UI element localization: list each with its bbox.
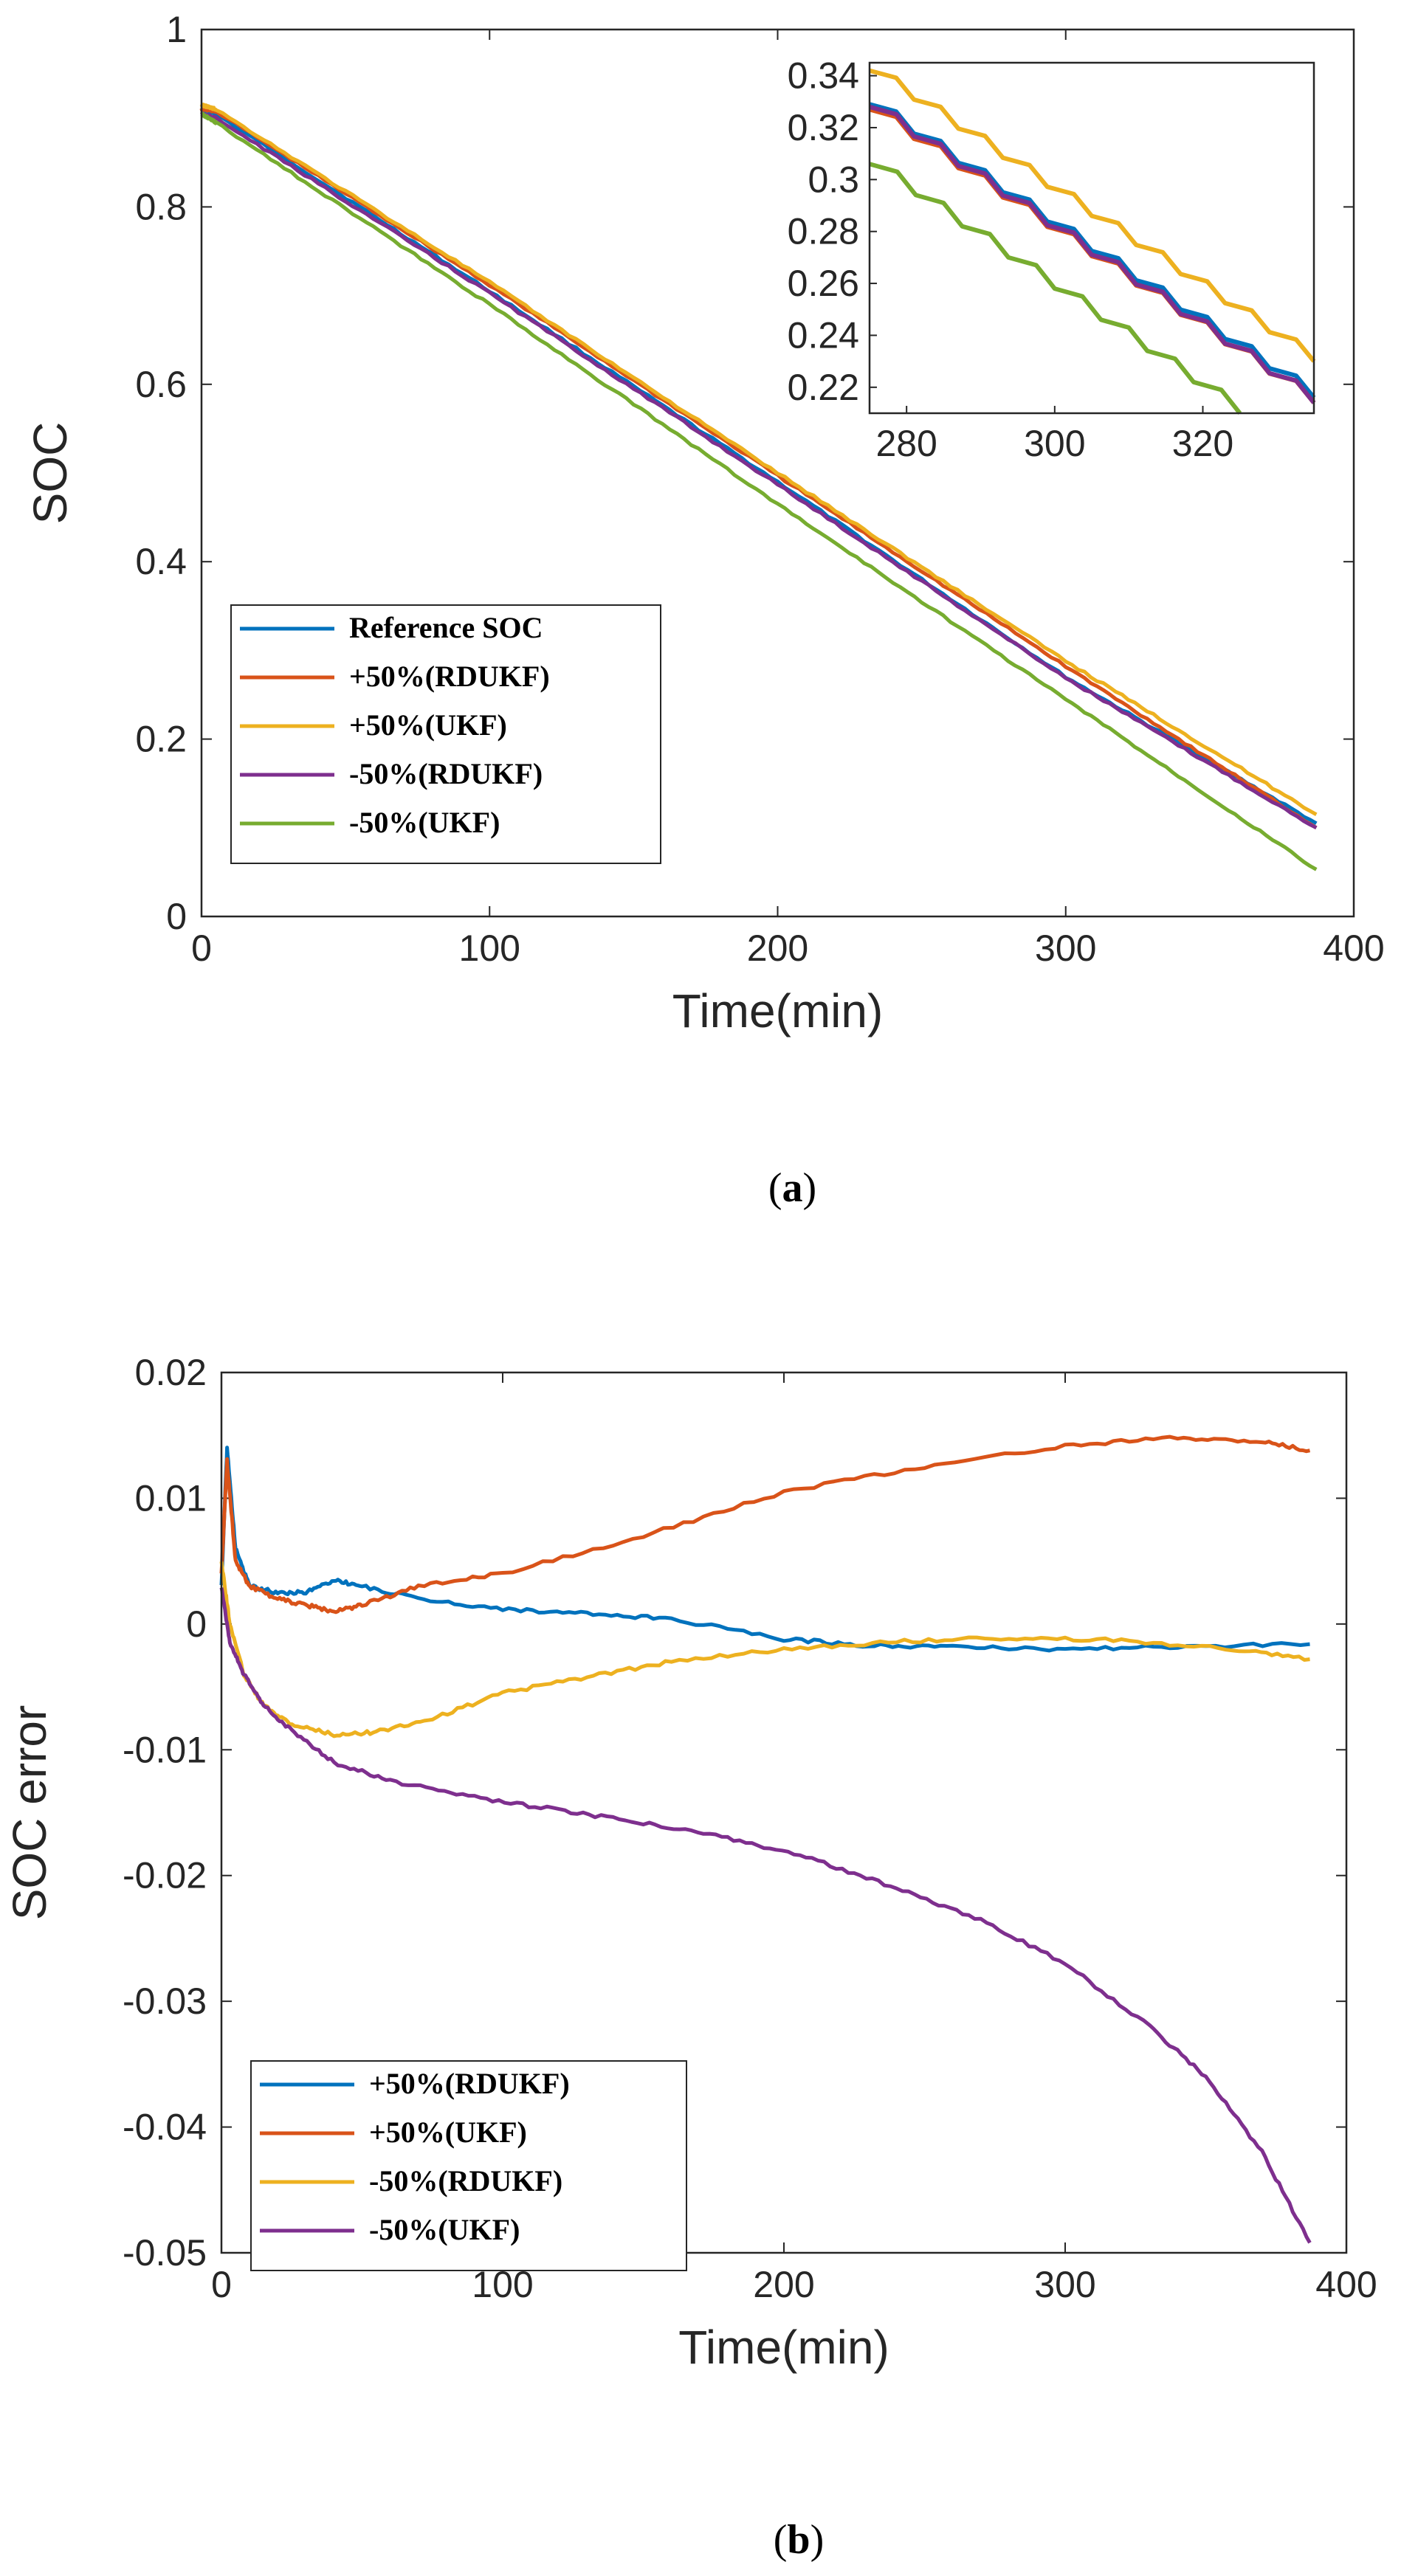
- inset-y-tick-label: 0.3: [808, 159, 859, 200]
- y-axis-label: SOC error: [3, 1705, 56, 1921]
- y-tick-label: 0: [166, 896, 187, 937]
- y-tick-label: 0.6: [135, 364, 187, 405]
- inset-series-line: [869, 104, 1316, 404]
- y-tick-label: -0.02: [123, 1855, 207, 1896]
- chart-panel-b: 0 100 200 300 400-0.05-0.04-0.03-0.02-0.0100…: [3, 1352, 1377, 2563]
- legend-box: [230, 604, 661, 864]
- y-tick-label: 0.4: [135, 541, 187, 582]
- inset-x-tick-label: 300: [1024, 423, 1085, 464]
- legend-entry: +50%(RDUKF): [349, 660, 550, 693]
- series-line: [200, 111, 1318, 871]
- series-line: [199, 103, 1318, 816]
- y-tick-label: -0.05: [123, 2232, 207, 2273]
- inset-x-tick-label: 280: [875, 423, 937, 464]
- y-tick-label: 0.2: [135, 719, 187, 760]
- legend-entry: -50%(RDUKF): [349, 757, 543, 790]
- legend-entry: +50%(RDUKF): [369, 2067, 570, 2100]
- x-tick-label: 100: [459, 928, 520, 969]
- caption-letter: b: [787, 2517, 810, 2563]
- x-tick-label: 0: [191, 928, 212, 969]
- caption-open: (: [774, 2517, 788, 2563]
- inset-y-tick-label: 0.32: [788, 107, 859, 148]
- series-line: [219, 1434, 1311, 1615]
- panel-caption: (b): [774, 2517, 824, 2563]
- legend-box: [250, 2060, 687, 2271]
- inset-y-tick-label: 0.34: [788, 55, 859, 97]
- x-tick-label: 300: [1035, 928, 1096, 969]
- legend-entry: Reference SOC: [349, 611, 543, 644]
- legend-entry: -50%(UKF): [349, 806, 500, 839]
- inset-y-tick-label: 0.22: [788, 367, 859, 408]
- legend-entry: +50%(UKF): [369, 2116, 527, 2149]
- inset-series-line: [869, 162, 1242, 415]
- x-tick-label: 300: [1034, 2264, 1095, 2305]
- inset-chart: 280 300 320 0.22 0.24 0.26 0.28 0.3 0.32 0.34: [788, 55, 1316, 464]
- y-tick-label: -0.01: [123, 1729, 207, 1770]
- panel-caption: (a): [768, 1165, 816, 1211]
- legend-entry: +50%(UKF): [349, 708, 507, 742]
- caption-letter: a: [782, 1165, 803, 1211]
- x-tick-label: 0: [211, 2264, 232, 2305]
- y-tick-label: 0.8: [135, 186, 187, 227]
- x-axis-label: Time(min): [672, 984, 884, 1037]
- chart-panel-a: 0 100 200 300 400 0 0.2 0.4 0.6 0.8 1 Time(min) SOC R…: [24, 9, 1385, 1211]
- legend-entry: -50%(RDUKF): [369, 2164, 562, 2197]
- y-tick-label: 1: [166, 9, 187, 50]
- x-axis-label: Time(min): [678, 2321, 889, 2374]
- caption-close: ): [803, 1165, 817, 1211]
- y-tick-label: 0.02: [135, 1352, 207, 1393]
- y-tick-label: -0.04: [123, 2107, 207, 2148]
- y-axis-label: SOC: [24, 422, 77, 525]
- legend: Reference SOC +50%(RDUKF) +50%(UKF) -50%(RD…: [230, 604, 661, 864]
- inset-y-tick-label: 0.26: [788, 263, 859, 304]
- inset-series-line: [869, 68, 1316, 363]
- inset-plot-area: [870, 63, 1314, 413]
- caption-open: (: [768, 1165, 782, 1211]
- legend-entry: -50%(UKF): [369, 2213, 520, 2246]
- series-line: [219, 1587, 1312, 2244]
- legend: +50%(RDUKF) +50%(UKF) -50%(RDUKF) -50%(UKF): [250, 2060, 687, 2271]
- axes-frame: [200, 28, 1355, 918]
- inset-y-tick-label: 0.24: [788, 314, 859, 356]
- x-tick-label: 400: [1315, 2264, 1377, 2305]
- inset-frame: [868, 61, 1315, 415]
- y-tick-label: 0.01: [135, 1477, 207, 1519]
- series-line: [200, 111, 1318, 830]
- y-tick-label: -0.03: [123, 1981, 207, 2022]
- x-tick-label: 400: [1323, 928, 1384, 969]
- y-tick-label: 0: [186, 1603, 207, 1645]
- x-tick-label: 200: [747, 928, 808, 969]
- axes-frame: [220, 1371, 1348, 2254]
- inset-y-tick-label: 0.28: [788, 211, 859, 252]
- x-tick-label: 200: [753, 2264, 814, 2305]
- caption-close: ): [810, 2517, 825, 2563]
- inset-x-tick-label: 320: [1172, 423, 1233, 464]
